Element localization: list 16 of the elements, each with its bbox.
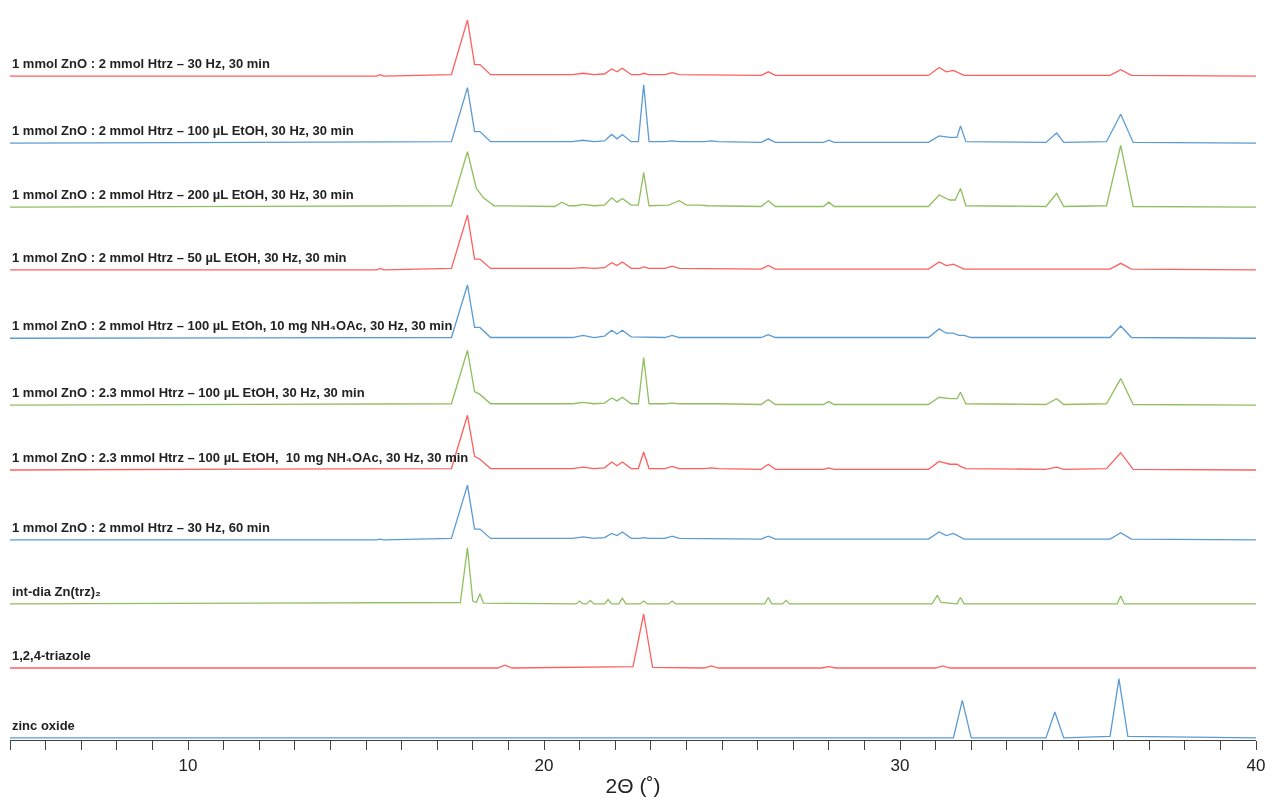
series-label: 1 mmol ZnO : 2 mmol Htrz – 30 Hz, 30 min (12, 56, 270, 71)
x-tick-label: 40 (1246, 755, 1266, 775)
x-tick-label: 30 (890, 755, 910, 775)
series-label: 1 mmol ZnO : 2.3 mmol Htrz – 100 µL EtOH, 30 Hz, 30 min (12, 385, 365, 400)
series-label: 1 mmol ZnO : 2 mmol Htrz – 100 µL EtOH, 30 Hz, 30 min (12, 123, 354, 138)
x-tick-label: 10 (178, 755, 198, 775)
series-label: zinc oxide (12, 718, 75, 733)
series-label: 1 mmol ZnO : 2 mmol Htrz – 30 Hz, 60 min (12, 520, 270, 535)
series-label: int-dia Zn(trz)₂ (12, 584, 102, 599)
series-label: 1 mmol ZnO : 2 mmol Htrz – 100 µL EtOh, 10 mg NH₄OAc, 30 Hz, 30 min (12, 318, 453, 333)
series-label: 1,2,4-triazole (12, 648, 91, 663)
x-tick-label: 20 (534, 755, 554, 775)
series-label: 1 mmol ZnO : 2.3 mmol Htrz – 100 µL EtOH, 10 mg NH₄OAc, 30 Hz, 30 min (12, 450, 469, 465)
series-label: 1 mmol ZnO : 2 mmol Htrz – 50 µL EtOH, 30 Hz, 30 min (12, 250, 347, 265)
series-label: 1 mmol ZnO : 2 mmol Htrz – 200 µL EtOH, 30 Hz, 30 min (12, 187, 354, 202)
x-axis-title: 2Θ (˚) (605, 773, 661, 797)
